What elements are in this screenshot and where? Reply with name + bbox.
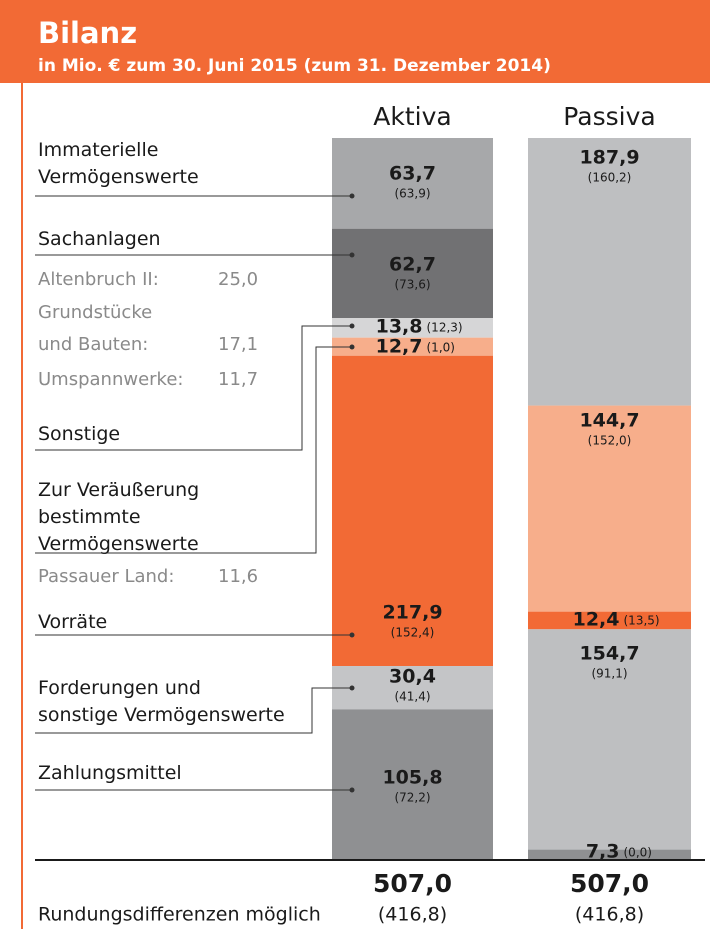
bar-segment (528, 849, 691, 860)
value-label: 12,4 (573, 609, 620, 631)
header-band (0, 0, 710, 83)
value-label: 30,4 (389, 666, 436, 688)
connector (35, 325, 352, 451)
prior-label: (91,1) (591, 667, 627, 681)
prior-label: (63,9) (394, 187, 430, 201)
detail-value: 11,7 (218, 369, 258, 390)
bar-segment (332, 318, 493, 338)
connector-dot (349, 323, 355, 329)
connector-dot (349, 252, 355, 258)
segment-name: Vorräte (38, 611, 107, 633)
bar-segment (528, 405, 691, 612)
segment-name: Zur Veräußerung bestimmte Vermögenswerte (38, 479, 199, 555)
connector-dot (349, 344, 355, 350)
bar-segment (332, 228, 493, 319)
value-label: 217,9 (382, 602, 442, 624)
prior-label: (160,2) (588, 171, 632, 185)
bar-segment (332, 355, 493, 667)
value-label: 154,7 (579, 643, 639, 665)
bar-segment (332, 337, 493, 356)
value-label: 62,7 (389, 254, 436, 276)
detail-value: 11,6 (218, 566, 258, 587)
value-label: 63,7 (389, 163, 436, 185)
detail-name: Grundstücke und Bauten: (38, 302, 152, 355)
detail-value: 25,0 (218, 269, 258, 290)
value-label: 7,3 (586, 841, 620, 863)
prior-label: (0,0) (624, 846, 652, 860)
bar-segment (332, 666, 493, 710)
total-label: 507,0 (570, 869, 649, 898)
detail-name: Umspannwerke: (38, 369, 183, 390)
segment-name: Immaterielle Vermögenswerte (38, 139, 199, 188)
column-header: Aktiva (373, 102, 451, 131)
bar-segment (528, 611, 691, 630)
segment-name: Sonstige (38, 423, 120, 445)
connector (35, 687, 352, 734)
value-label: 187,9 (579, 147, 639, 169)
prior-label: (12,3) (427, 321, 463, 335)
connector-dot (349, 787, 355, 793)
chart-title: Bilanz (38, 16, 137, 50)
bar-segment (528, 138, 691, 406)
bar-segment (332, 138, 493, 229)
value-label: 144,7 (579, 410, 639, 432)
column-header: Passiva (563, 102, 655, 131)
prior-label: (41,4) (394, 690, 430, 704)
total-prior-label: (416,8) (575, 904, 644, 926)
segment-name: Zahlungsmittel (38, 762, 182, 784)
prior-label: (13,5) (624, 614, 660, 628)
value-label: 105,8 (382, 767, 442, 789)
prior-label: (152,0) (588, 434, 632, 448)
connector-dot (349, 685, 355, 691)
total-label: 507,0 (373, 869, 452, 898)
detail-value: 17,1 (218, 334, 258, 355)
total-prior-label: (416,8) (378, 904, 447, 926)
connector-dot (349, 632, 355, 638)
note: Rundungsdifferenzen möglich (38, 904, 321, 926)
detail-name: Passauer Land: (38, 566, 174, 587)
prior-label: (1,0) (427, 341, 455, 355)
detail-name: Altenbruch II: (38, 269, 159, 290)
chart-subtitle: in Mio. € zum 30. Juni 2015 (zum 31. Dez… (38, 56, 551, 76)
prior-label: (73,6) (394, 278, 430, 292)
bar-segment (332, 709, 493, 860)
connector-dot (349, 193, 355, 199)
bar-segment (528, 629, 691, 850)
connector (35, 346, 352, 554)
segment-name: Sachanlagen (38, 228, 161, 250)
prior-label: (72,2) (394, 791, 430, 805)
prior-label: (152,4) (391, 626, 435, 640)
value-label: 12,7 (376, 336, 423, 358)
value-label: 13,8 (376, 316, 423, 338)
segment-name: Forderungen und sonstige Vermögenswerte (38, 677, 285, 726)
